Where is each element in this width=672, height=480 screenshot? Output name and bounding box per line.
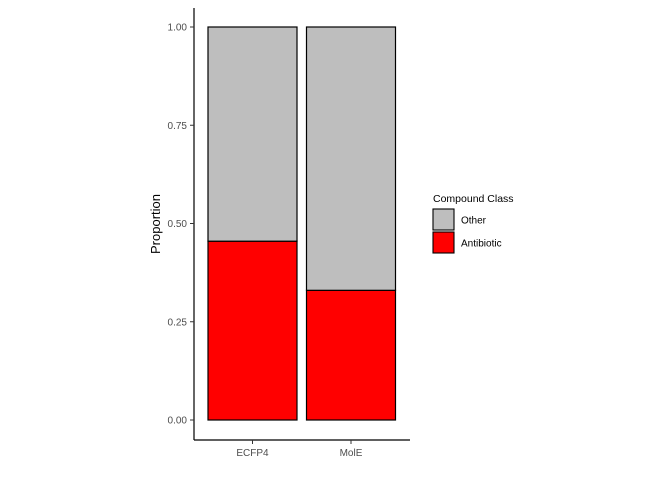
bar-ecfp4-antibiotic (207, 240, 298, 421)
legend: Compound Class Other Antibiotic (432, 193, 514, 254)
legend-items: Other Antibiotic (432, 208, 502, 254)
y-tick-label: 0.75 (168, 121, 188, 132)
x-tick-label: MolE (340, 448, 363, 459)
x-ticks-group: ECFP4 MolE (236, 440, 363, 459)
y-axis-title: Proportion (148, 194, 163, 254)
bars-group (207, 26, 397, 421)
y-tick-label: 0.50 (168, 219, 188, 230)
bar-mole-other (305, 26, 397, 291)
bar-ecfp4-other (207, 26, 298, 242)
bar-mole-antibiotic (305, 289, 397, 421)
y-tick-label: 0.25 (168, 317, 188, 328)
legend-key-other (432, 208, 455, 231)
x-tick-label: ECFP4 (236, 448, 269, 459)
legend-label-antibiotic: Antibiotic (461, 239, 502, 250)
legend-key-antibiotic (432, 231, 455, 254)
y-tick-label: 0.00 (168, 416, 188, 427)
y-ticks-group: 0.00 0.25 0.50 0.75 1.00 (168, 23, 194, 427)
legend-title: Compound Class (433, 193, 514, 205)
y-tick-label: 1.00 (168, 23, 188, 34)
legend-label-other: Other (461, 216, 487, 227)
